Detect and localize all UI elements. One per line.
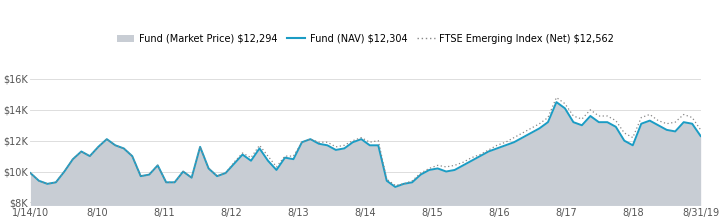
Legend: Fund (Market Price) $12,294, Fund (NAV) $12,304, FTSE Emerging Index (Net) $12,5: Fund (Market Price) $12,294, Fund (NAV) … (113, 30, 618, 48)
